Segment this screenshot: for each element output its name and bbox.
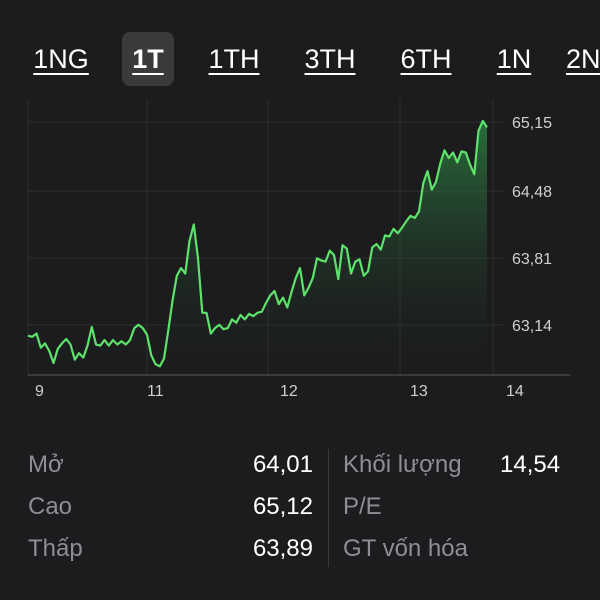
open-value: 64,01 — [252, 451, 313, 478]
pe-label: P/E — [343, 493, 382, 520]
stats-divider — [328, 449, 329, 567]
x-tick-label: 12 — [280, 383, 298, 400]
tab-2-years[interactable]: 2N — [566, 43, 600, 74]
range-tabs: 1NG 1T 1TH 3TH 6TH 1N 2N — [0, 32, 600, 86]
x-tick-label: 13 — [410, 383, 428, 400]
low-value: 63,89 — [252, 535, 313, 562]
high-value: 65,12 — [252, 493, 313, 520]
volume-label: Khối lượng — [343, 451, 462, 478]
y-tick-label: 65,15 — [512, 115, 552, 132]
high-label: Cao — [28, 493, 73, 520]
tab-3-months[interactable]: 3TH — [304, 43, 356, 74]
tab-1-month[interactable]: 1TH — [208, 43, 260, 74]
tab-1-day[interactable]: 1NG — [33, 43, 89, 74]
x-tick-label: 9 — [35, 383, 44, 400]
price-line — [27, 119, 488, 368]
x-tick-label: 11 — [147, 383, 164, 400]
tab-1-week[interactable]: 1T — [122, 32, 174, 86]
tab-1-year[interactable]: 1N — [496, 43, 532, 74]
volume-value: 14,54 — [500, 451, 561, 478]
stats-panel: Mở 64,01 Cao 65,12 Thấp 63,89 Khối lượng… — [0, 445, 600, 575]
y-tick-label: 63,14 — [512, 318, 552, 335]
price-chart[interactable]: 65,15 64,48 63,81 63,14 9 11 12 13 14 — [0, 100, 600, 410]
low-label: Thấp — [28, 535, 83, 562]
open-label: Mở — [28, 451, 64, 478]
next-section-peek — [0, 590, 600, 600]
price-area-fill — [28, 120, 487, 376]
y-tick-label: 64,48 — [512, 184, 552, 201]
tab-6-months[interactable]: 6TH — [400, 43, 452, 74]
y-tick-label: 63,81 — [512, 251, 552, 268]
x-tick-label: 14 — [506, 383, 524, 400]
market-cap-label: GT vốn hóa — [343, 535, 468, 562]
